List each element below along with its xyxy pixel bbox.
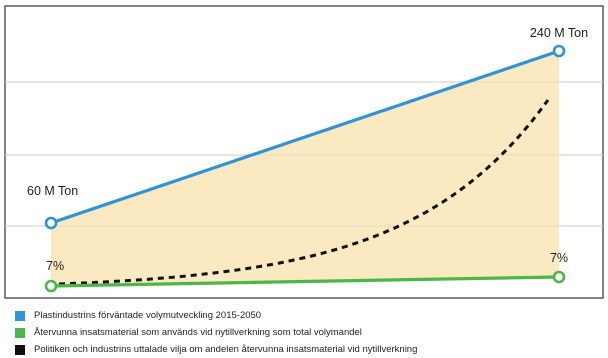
data-label-recycled-start: 7% bbox=[46, 259, 64, 273]
area-fill bbox=[51, 51, 559, 286]
data-label-plastic-end: 240 M Ton bbox=[530, 26, 588, 40]
legend-swatch-blue bbox=[15, 310, 25, 321]
legend-label: Plastindustrins förväntade volymutveckli… bbox=[34, 310, 262, 321]
plastic-volume-line bbox=[50, 49, 560, 225]
chart: 60 M Ton 240 M Ton 7% 7% bbox=[4, 5, 604, 299]
legend-item-recycled-share: Återvunna insatsmaterial som används vid… bbox=[15, 324, 605, 341]
recycled-share-point-end bbox=[552, 270, 566, 284]
plastic-volume-point-end bbox=[552, 44, 566, 58]
recycled-share-line bbox=[50, 275, 560, 288]
legend-swatch-green bbox=[15, 327, 25, 338]
policy-ambition-line bbox=[58, 99, 550, 286]
legend-item-plastic-volume: Plastindustrins förväntade volymutveckli… bbox=[15, 307, 605, 324]
legend: Plastindustrins förväntade volymutveckli… bbox=[15, 307, 605, 358]
legend-label: Politiken och industrins uttalade vilja … bbox=[34, 344, 418, 355]
line-chart: 60 M Ton 240 M Ton 7% 7% bbox=[4, 5, 604, 299]
legend-label: Återvunna insatsmaterial som används vid… bbox=[34, 327, 362, 338]
recycled-share-point-start bbox=[44, 279, 58, 293]
data-label-plastic-start: 60 M Ton bbox=[27, 184, 78, 198]
legend-item-policy-ambition: Politiken och industrins uttalade vilja … bbox=[15, 341, 605, 358]
data-label-recycled-end: 7% bbox=[550, 251, 568, 265]
legend-swatch-black bbox=[15, 344, 25, 355]
plastic-volume-point-start bbox=[44, 216, 58, 230]
